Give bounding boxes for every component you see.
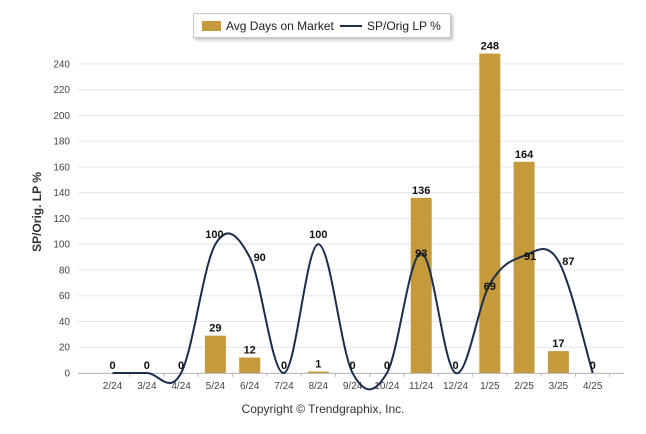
bar — [410, 197, 432, 373]
y-tick-label: 180 — [53, 137, 70, 148]
line-data-label: 90 — [254, 252, 266, 264]
y-tick-label: 140 — [53, 188, 70, 199]
y-tick-label: 120 — [53, 214, 70, 225]
bar-data-label: 0 — [281, 360, 287, 372]
bar-series — [204, 53, 569, 374]
bar-data-label: 0 — [178, 360, 184, 372]
bar — [307, 371, 329, 373]
x-tick-label: 10/24 — [374, 381, 399, 392]
bar-data-label: 1 — [315, 359, 321, 371]
y-tick-label: 100 — [53, 240, 70, 251]
x-tick-label: 4/24 — [171, 381, 191, 392]
line-path — [112, 232, 594, 391]
x-tick-label: 2/25 — [514, 381, 534, 392]
x-tick-label: 6/24 — [240, 381, 260, 392]
y-axis-label: SP/Orig. LP % — [30, 172, 44, 252]
x-axis-ticks: 2/24 3/24 4/24 5/24 6/24 7/24 8/24 9/24 10/24 11/… — [103, 373, 611, 392]
bar — [547, 351, 569, 373]
gridlines — [78, 63, 624, 374]
y-tick-label: 160 — [53, 162, 70, 173]
legend-bar-swatch — [202, 21, 221, 31]
y-tick-label: 200 — [53, 111, 70, 122]
x-tick-label: 12/24 — [443, 381, 468, 392]
legend-bar-label: Avg Days on Market — [226, 19, 334, 33]
bar-data-label: 0 — [384, 360, 390, 372]
x-tick-label: 9/24 — [343, 381, 363, 392]
legend-line-label: SP/Orig LP % — [367, 19, 441, 33]
bar-data-label: 0 — [590, 360, 596, 372]
bar — [513, 161, 535, 373]
bar-data-label: 0 — [452, 360, 458, 372]
x-tick-label: 1/25 — [480, 381, 500, 392]
bar-data-label: 248 — [481, 41, 499, 53]
x-tick-label: 4/25 — [583, 381, 603, 392]
line-data-label: 100 — [205, 229, 223, 241]
y-tick-label: 40 — [59, 317, 71, 328]
bar-data-label: 0 — [109, 360, 115, 372]
line-data-label: 100 — [309, 229, 327, 241]
x-tick-label: 7/24 — [274, 381, 294, 392]
x-tick-label: 11/24 — [409, 381, 434, 392]
bar-data-label: 29 — [209, 323, 221, 335]
legend: Avg Days on Market SP/Orig LP % — [193, 13, 451, 38]
x-tick-label: 2/24 — [103, 381, 123, 392]
x-tick-label: 8/24 — [309, 381, 329, 392]
y-axis-ticks: 0 20 40 60 80 100 120 140 160 180 200 220 240 — [53, 59, 70, 379]
y-tick-label: 60 — [59, 291, 71, 302]
legend-line-swatch — [340, 25, 362, 27]
bar — [479, 53, 501, 374]
line-data-label: 87 — [562, 256, 574, 268]
bar-data-label: 12 — [244, 345, 256, 357]
x-tick-label: 3/25 — [549, 381, 569, 392]
bar-data-label: 0 — [350, 360, 356, 372]
line-data-label: 93 — [415, 248, 427, 260]
copyright-text: Copyright © Trendgraphix, Inc. — [241, 402, 405, 416]
line-data-label: 69 — [484, 281, 496, 293]
bar-data-label: 0 — [144, 360, 150, 372]
y-tick-label: 240 — [53, 59, 70, 70]
bar — [239, 357, 261, 373]
line-series — [112, 232, 594, 391]
x-tick-label: 5/24 — [206, 381, 226, 392]
x-tick-label: 3/24 — [137, 381, 157, 392]
bar-data-label: 136 — [412, 185, 430, 197]
y-tick-label: 80 — [59, 265, 71, 276]
bar-data-label: 17 — [552, 338, 564, 350]
y-tick-label: 220 — [53, 85, 70, 96]
bar-data-label: 164 — [515, 149, 534, 161]
y-tick-label: 20 — [59, 343, 71, 354]
y-tick-label: 0 — [64, 369, 70, 380]
line-data-label: 91 — [524, 251, 536, 263]
bar — [204, 335, 226, 373]
